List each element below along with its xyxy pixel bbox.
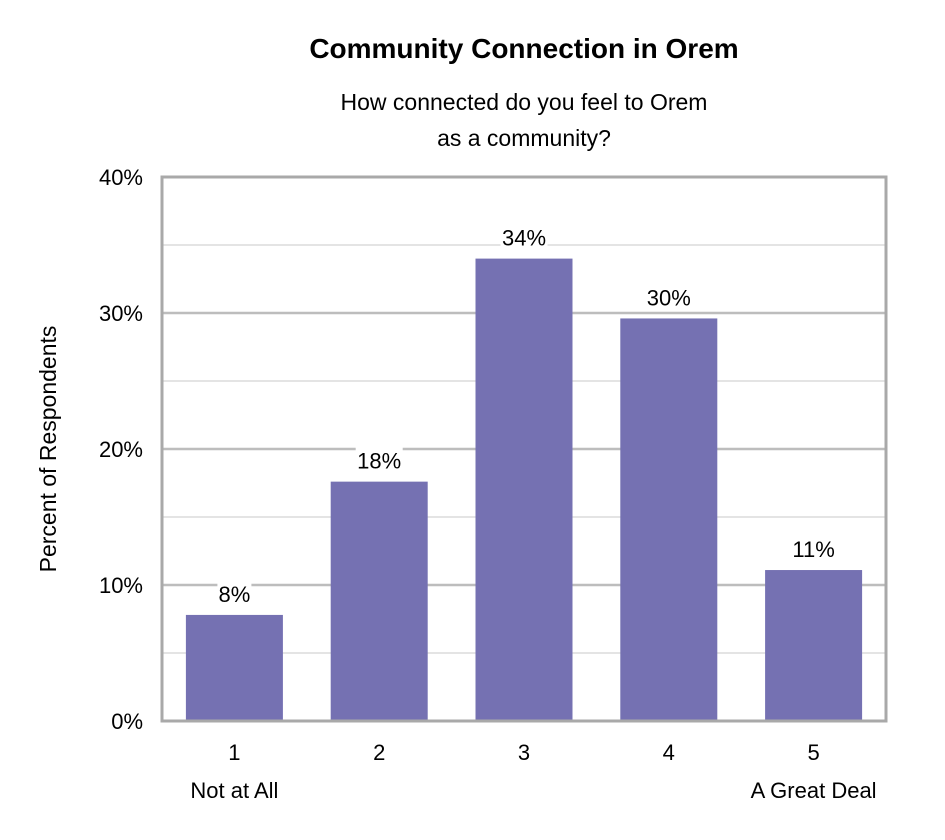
y-tick-label: 0%	[111, 709, 143, 734]
x-tick-sublabel: Not at All	[190, 778, 278, 803]
x-tick-sublabel: A Great Deal	[751, 778, 877, 803]
data-label-background	[355, 445, 403, 474]
plot-area-border	[160, 175, 888, 723]
bar-5	[765, 570, 863, 721]
chart-subtitle-line-1: How connected do you feel to Orem	[341, 89, 708, 115]
data-label-background	[217, 578, 252, 607]
x-tick-label: 3	[518, 740, 530, 765]
chart-title: Community Connection in Orem	[309, 33, 738, 64]
y-tick-label: 40%	[99, 165, 143, 190]
data-label: 18%	[357, 449, 401, 474]
y-tick-label: 10%	[99, 573, 143, 598]
data-label: 8%	[219, 582, 251, 607]
bar-4	[620, 318, 718, 721]
y-tick-label: 20%	[99, 437, 143, 462]
data-label: 30%	[647, 285, 691, 310]
x-tick-label: 4	[663, 740, 675, 765]
y-tick-label: 30%	[99, 301, 143, 326]
x-tick-label: 1	[228, 740, 240, 765]
bar-2	[330, 481, 428, 721]
data-label-background	[790, 534, 838, 563]
data-label: 34%	[502, 226, 546, 251]
bar-1	[185, 614, 283, 721]
y-axis-label: Percent of Respondents	[35, 326, 61, 573]
data-label-background	[645, 282, 693, 311]
x-tick-label: 5	[807, 740, 819, 765]
data-label: 11%	[792, 537, 834, 562]
data-label-background	[500, 222, 548, 251]
chart-subtitle-line-2: as a community?	[437, 125, 611, 151]
x-tick-label: 2	[373, 740, 385, 765]
bar-3	[475, 258, 573, 721]
